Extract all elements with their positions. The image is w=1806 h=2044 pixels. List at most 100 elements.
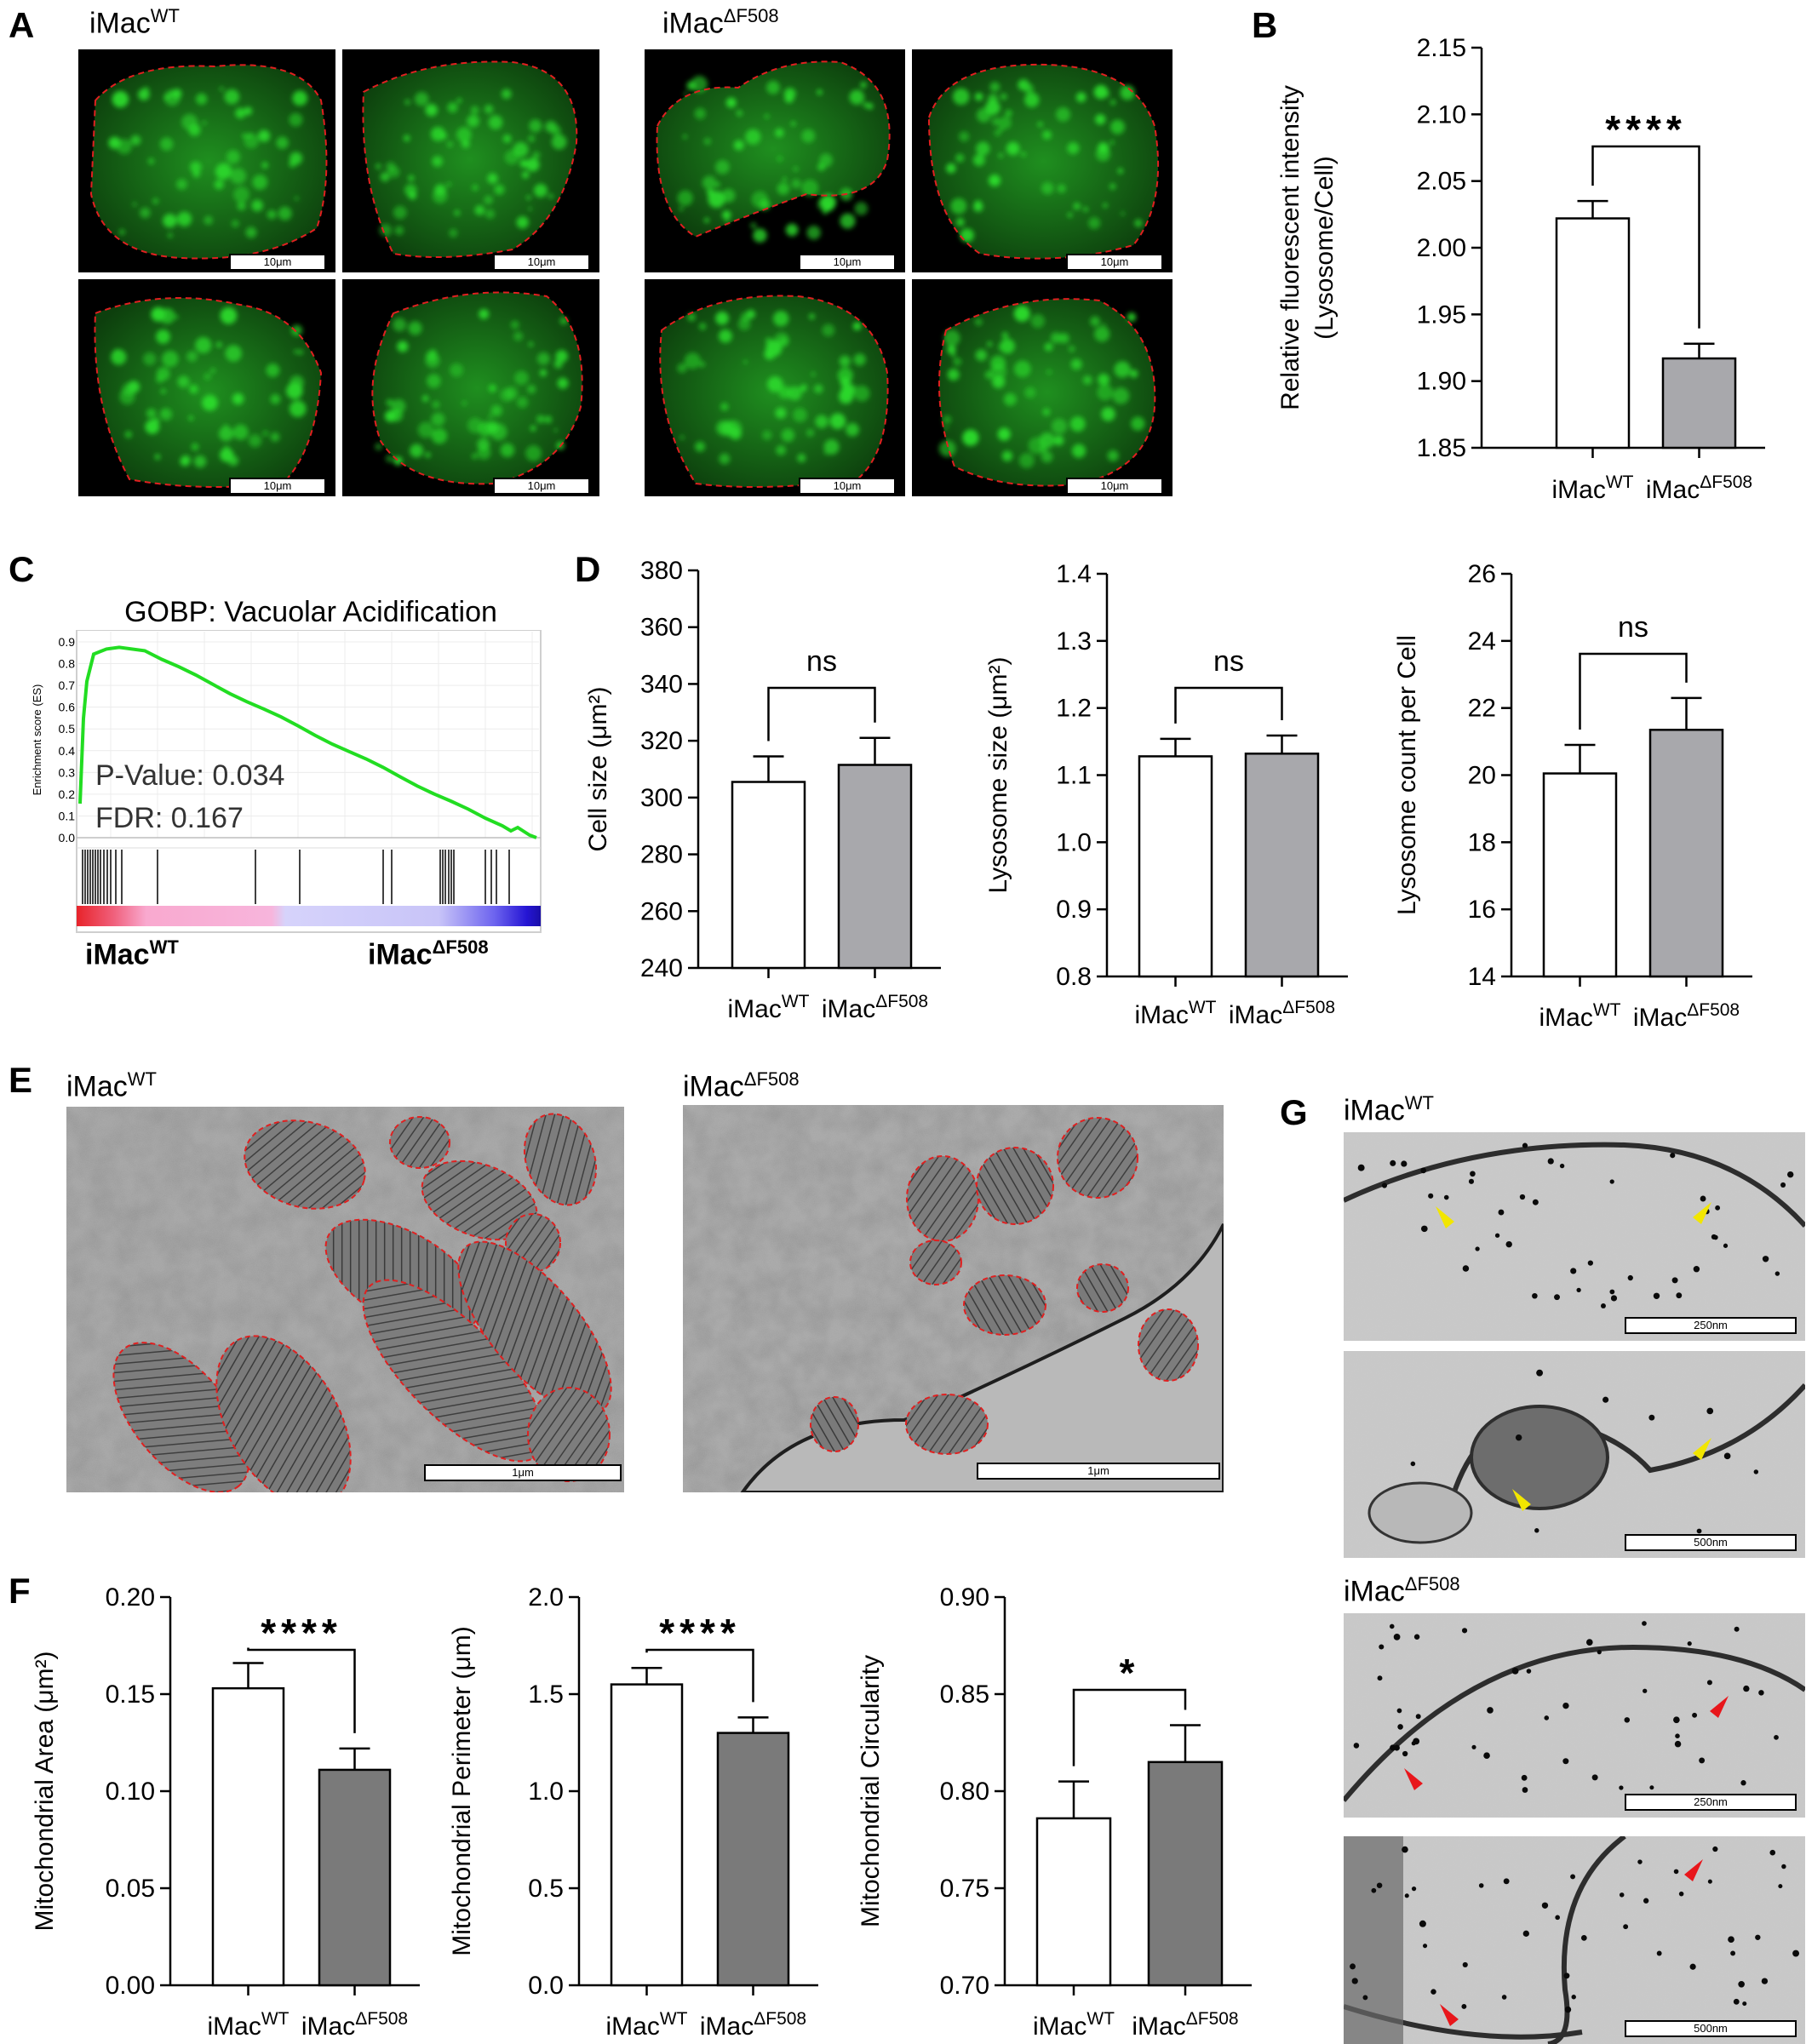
- y-tick-label: 300: [640, 784, 683, 812]
- y-tick-label: 340: [640, 670, 683, 698]
- annotation-arrow: [1404, 1768, 1423, 1790]
- chart-mitochondrial-circularity: 0.90 0.85 0.80 0.75 0.70 Mitochondrial Circul…: [857, 1583, 1252, 2041]
- immunogold-em-image: 250nm: [1344, 1613, 1805, 1818]
- y-tick-label: 2.00: [1417, 234, 1466, 262]
- bar-mut: [1244, 753, 1320, 978]
- fluorescence-image: 10μm: [912, 49, 1172, 272]
- y-axis-label: Lysosome count per Cell: [1393, 635, 1421, 915]
- bar-mut: [1147, 1761, 1224, 1987]
- y-axis-label: Relative fluorescent intensity (Lysosome/…: [1276, 85, 1339, 410]
- gsea-enrichment-curve: [78, 645, 537, 839]
- y-tick-label: 0.15: [106, 1680, 155, 1709]
- em-label-wt: iMacWT: [66, 1068, 157, 1103]
- scale-bar: 500nm: [1625, 1534, 1797, 1551]
- chart-relative-fluorescence: 2.15 2.10 2.05 2.00 1.95 1.90 1.85 Relative flu…: [1276, 34, 1765, 504]
- significance-bracket: [1174, 686, 1283, 724]
- panel-label-e: E: [9, 1060, 33, 1100]
- scale-bar: 10μm: [229, 254, 326, 271]
- bar-wt: [1138, 755, 1213, 978]
- y-tick-label: 0.10: [106, 1778, 155, 1806]
- chart-lysosome-size: 1.4 1.3 1.2 1.1 1.0 0.9 0.8 Lysosome size (μm²)…: [984, 560, 1348, 1029]
- chart-lysosome-count: 26 24 22 20 18 16 14 Lysosome count per Cell iMa…: [1393, 560, 1752, 1032]
- y-tick-label: 0.75: [940, 1875, 989, 1903]
- y-tick-label: 2.05: [1417, 168, 1466, 196]
- significance-bracket: [645, 1648, 754, 1703]
- y-tick-label: 14: [1468, 963, 1496, 991]
- y-axis-label: Cell size (μm²): [584, 687, 612, 852]
- y-tick-label: 26: [1468, 560, 1496, 588]
- y-tick-label: 1.95: [1417, 301, 1466, 329]
- significance-bracket: [1072, 1688, 1187, 1766]
- fluorescence-image: 10μm: [78, 279, 335, 496]
- x-tick-label: iMacWT: [1552, 472, 1634, 504]
- y-tick-label: 1.4: [1056, 560, 1092, 588]
- y-tick-label: 240: [640, 954, 683, 982]
- y-tick-label: 1.1: [1056, 762, 1092, 790]
- panel-label-a: A: [9, 5, 35, 45]
- x-tick-label: iMacΔF508: [1646, 472, 1752, 504]
- immunogold-label-mut: iMacΔF508: [1344, 1573, 1460, 1608]
- y-tick-label: 2.10: [1417, 100, 1466, 129]
- fluorescence-image: 10μm: [342, 49, 599, 272]
- significance-bracket: [1591, 145, 1700, 329]
- y-tick-label: 1.0: [528, 1778, 564, 1806]
- y-tick-label: 0.00: [106, 1972, 155, 2000]
- fluorescence-image: 10μm: [78, 49, 335, 272]
- y-axis-label: Mitochondrial Area (μm²): [31, 1651, 59, 1931]
- annotation-arrow: [1693, 1438, 1711, 1460]
- x-tick-label: iMacΔF508: [1229, 998, 1335, 1029]
- gsea-frame: [76, 630, 542, 933]
- scale-bar-em-mut: 1μm: [977, 1463, 1220, 1480]
- fluorescence-image: 10μm: [912, 279, 1172, 496]
- immunogold-label-wt: iMacWT: [1344, 1092, 1434, 1127]
- x-tick-label: iMacWT: [1033, 2009, 1115, 2041]
- y-axis-label: Mitochondrial Circularity: [857, 1655, 885, 1927]
- y-tick-label: 22: [1468, 695, 1496, 723]
- y-tick-label: 360: [640, 614, 683, 642]
- y-tick-label: 0.85: [940, 1680, 989, 1709]
- gsea-y-tick: 0.3: [59, 765, 76, 779]
- gsea-y-tick: 0.7: [59, 678, 76, 692]
- x-tick-label: iMacΔF508: [1132, 2009, 1238, 2041]
- x-tick-label: iMacWT: [1135, 998, 1217, 1029]
- gsea-rank-bar: [77, 906, 541, 926]
- significance-bracket: [1579, 652, 1688, 730]
- gsea-y-tick: 0.6: [59, 701, 76, 714]
- gsea-y-tick: 0.8: [59, 657, 76, 671]
- y-tick-label: 18: [1468, 828, 1496, 856]
- immunogold-em-image: 250nm: [1344, 1132, 1805, 1341]
- y-tick-label: 1.0: [1056, 828, 1092, 856]
- scale-bar: 10μm: [799, 254, 896, 271]
- bar-wt: [731, 781, 806, 970]
- immunogold-em-image: 500nm: [1344, 1836, 1805, 2044]
- y-tick-label: 0.05: [106, 1875, 155, 1903]
- y-tick-label: 20: [1468, 762, 1496, 790]
- chart-cell-size: 380 360 340 320 300 280 260 240 Cell size (μm²) i…: [584, 557, 941, 1023]
- y-tick-label: 16: [1468, 896, 1496, 924]
- y-tick-label: 24: [1468, 627, 1496, 656]
- scale-bar-em-wt: 1μm: [424, 1464, 622, 1481]
- y-tick-label: 1.5: [528, 1680, 564, 1709]
- condition-label-wt: iMacWT: [89, 5, 180, 40]
- x-tick-label: iMacWT: [728, 992, 810, 1023]
- x-tick-label: iMacWT: [1539, 1000, 1621, 1032]
- fluorescence-image: 10μm: [645, 49, 905, 272]
- panel-label-d: D: [575, 549, 601, 589]
- significance-label: ns: [1618, 611, 1648, 644]
- gsea-y-tick: 0.5: [59, 722, 76, 736]
- y-tick-label: 280: [640, 841, 683, 869]
- significance-label: ****: [659, 1611, 741, 1655]
- y-tick-label: 1.85: [1417, 434, 1466, 462]
- y-tick-label: 0.90: [940, 1583, 989, 1612]
- gsea-enrichment-plot: 0.9 0.8 0.7 0.6 0.5 0.4 0.3 0.2 0.1 0.0 Enrichment…: [31, 630, 542, 933]
- em-image-wt: 1μm: [66, 1107, 624, 1492]
- gsea-y-tick: 0.2: [59, 787, 76, 801]
- significance-label: ns: [806, 645, 837, 678]
- scale-bar: 10μm: [493, 478, 590, 495]
- panel-label-g: G: [1280, 1092, 1308, 1132]
- scale-bar: 250nm: [1625, 1794, 1797, 1811]
- y-tick-label: 320: [640, 727, 683, 755]
- y-tick-label: 0.9: [1056, 896, 1092, 924]
- y-tick-label: 0.20: [106, 1583, 155, 1612]
- annotation-arrow: [1436, 1206, 1454, 1228]
